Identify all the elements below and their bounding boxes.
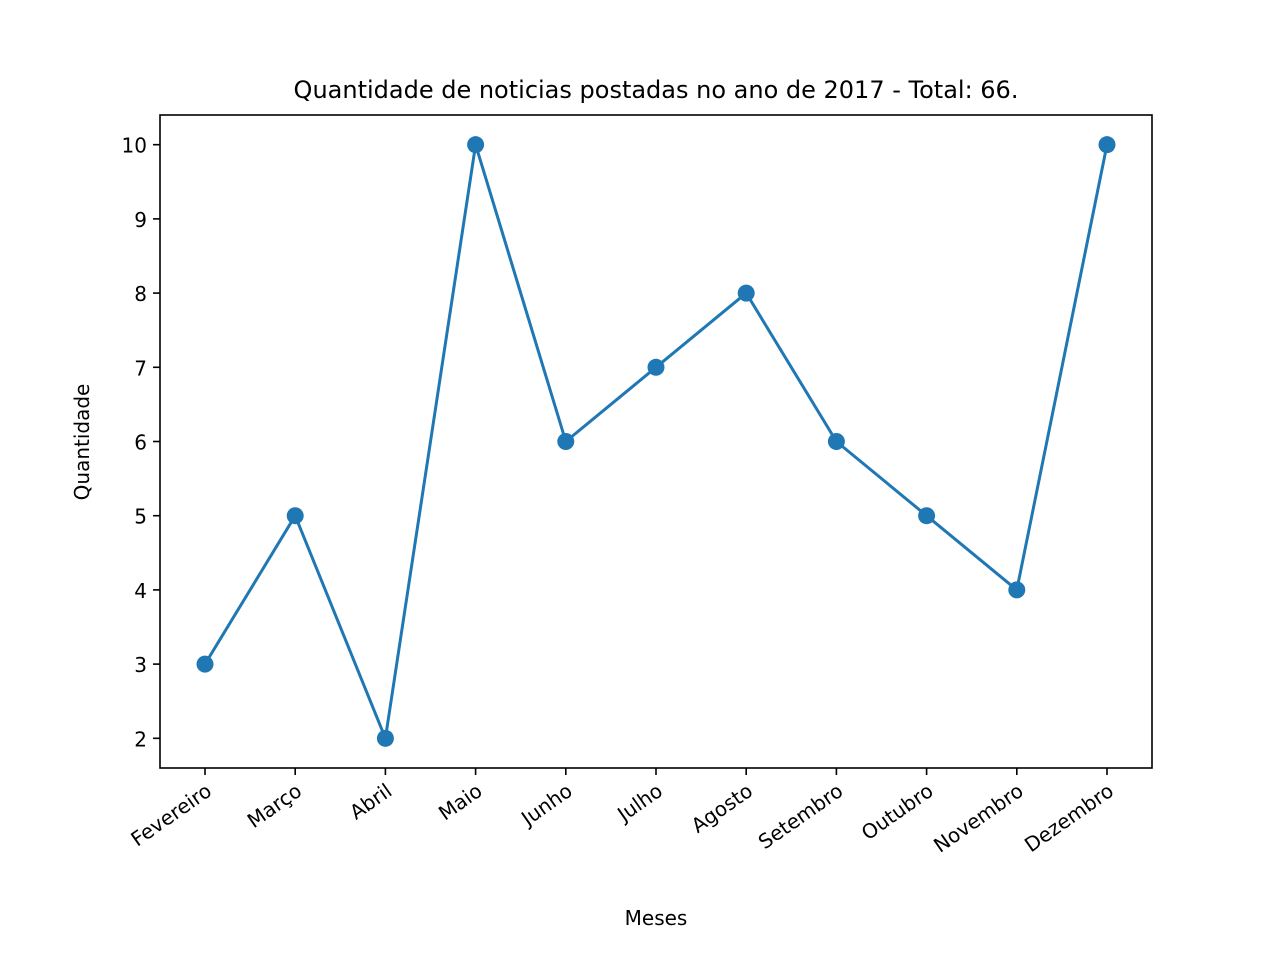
y-axis-label: Quantidade xyxy=(70,384,94,501)
series-layer xyxy=(196,136,1116,747)
plot-area xyxy=(160,115,1152,768)
data-point xyxy=(196,655,214,673)
data-point xyxy=(647,358,665,376)
y-tick-label: 5 xyxy=(134,505,147,529)
plot-frame xyxy=(159,114,1153,769)
data-point xyxy=(286,507,304,525)
data-point xyxy=(467,136,485,154)
y-tick-label: 2 xyxy=(134,727,147,751)
y-tick-label: 10 xyxy=(122,134,147,158)
y-axis: 2 3 4 5 6 7 8 9 10 xyxy=(122,134,160,751)
y-tick-label: 7 xyxy=(134,356,147,380)
data-point xyxy=(918,507,936,525)
data-point xyxy=(1098,136,1116,154)
y-tick-label: 4 xyxy=(134,579,147,603)
y-tick-label: 9 xyxy=(134,208,147,232)
data-point xyxy=(827,433,845,450)
chart-title: Quantidade de noticias postadas no ano d… xyxy=(294,76,1019,104)
x-axis-label: Meses xyxy=(625,906,688,930)
data-point xyxy=(557,433,575,450)
data-point xyxy=(737,284,755,302)
y-tick-label: 3 xyxy=(134,653,147,677)
data-point xyxy=(376,729,394,747)
y-tick-label: 6 xyxy=(134,431,147,455)
data-point xyxy=(1008,581,1026,599)
y-tick-label: 8 xyxy=(134,282,147,306)
